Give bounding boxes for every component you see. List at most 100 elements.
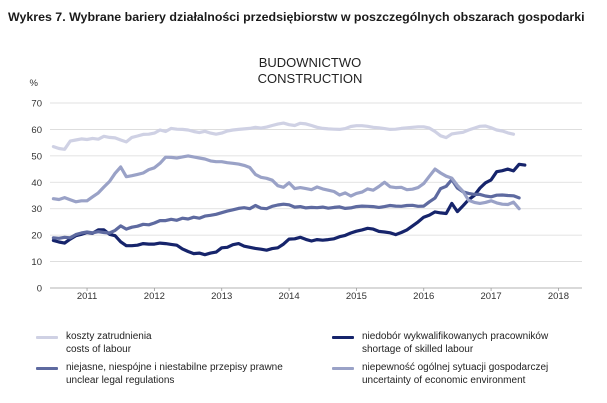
legend-label-pl: koszty zatrudnienia bbox=[66, 331, 152, 342]
series-2-point-83 bbox=[518, 197, 520, 199]
series-2-point-3 bbox=[69, 237, 71, 239]
series-1-point-23 bbox=[181, 248, 183, 250]
series-3-point-79 bbox=[496, 202, 498, 204]
series-2-point-69 bbox=[439, 187, 441, 189]
series-3-point-4 bbox=[75, 201, 77, 203]
legend-label-en: costs of labour bbox=[66, 344, 132, 355]
series-3-point-11 bbox=[114, 172, 116, 174]
series-1-point-31 bbox=[226, 246, 228, 248]
series-3-point-43 bbox=[294, 187, 296, 189]
series-0-point-70 bbox=[445, 136, 447, 138]
series-2-point-4 bbox=[75, 233, 77, 235]
series-2-point-11 bbox=[114, 229, 116, 231]
x-tick-label: 2013 bbox=[211, 291, 232, 302]
series-2-point-32 bbox=[232, 209, 234, 211]
series-0-point-45 bbox=[305, 123, 307, 125]
series-1-point-24 bbox=[187, 250, 189, 252]
series-2-point-76 bbox=[479, 193, 481, 195]
series-0-point-50 bbox=[333, 128, 335, 130]
series-3-point-16 bbox=[142, 172, 144, 174]
x-tick-label: 2011 bbox=[77, 291, 97, 302]
series-3-point-1 bbox=[58, 198, 60, 200]
series-3-point-8 bbox=[97, 192, 99, 194]
series-3-point-80 bbox=[501, 203, 503, 205]
series-3-point-57 bbox=[372, 189, 374, 191]
series-2-point-31 bbox=[226, 210, 228, 212]
series-0-point-55 bbox=[361, 125, 363, 127]
series-0-point-12 bbox=[120, 139, 122, 141]
chart-title-line-1: BUDOWNICTWO bbox=[258, 55, 362, 70]
series-3-point-51 bbox=[338, 194, 340, 196]
series-2-point-47 bbox=[316, 207, 318, 209]
series-3-point-19 bbox=[159, 162, 161, 164]
series-1-point-49 bbox=[327, 238, 329, 240]
series-1-point-56 bbox=[366, 227, 368, 229]
series-0-point-4 bbox=[75, 139, 77, 141]
x-tick-label: 2016 bbox=[413, 291, 434, 302]
series-1-point-13 bbox=[125, 245, 127, 247]
x-tick-label: 2015 bbox=[346, 291, 367, 302]
y-tick-label: 0 bbox=[37, 284, 42, 295]
series-0-point-49 bbox=[327, 128, 329, 130]
series-2-point-2 bbox=[63, 236, 65, 238]
series-1-point-53 bbox=[350, 232, 352, 234]
series-0-point-16 bbox=[142, 133, 144, 135]
series-2-point-59 bbox=[383, 205, 385, 207]
series-1-point-46 bbox=[310, 240, 312, 242]
series-line-1 bbox=[51, 162, 527, 257]
series-2-point-74 bbox=[467, 192, 469, 194]
series-0-point-76 bbox=[479, 125, 481, 127]
legend-swatch-uncertainty-of-economic-environment bbox=[332, 367, 354, 370]
series-2-point-49 bbox=[327, 207, 329, 209]
series-2-point-33 bbox=[237, 207, 239, 209]
series-0-point-71 bbox=[451, 133, 453, 135]
series-2-point-0 bbox=[52, 237, 54, 239]
series-0-point-9 bbox=[103, 135, 105, 137]
series-0-point-21 bbox=[170, 127, 172, 129]
series-1-point-69 bbox=[439, 212, 441, 214]
series-3-point-14 bbox=[131, 175, 133, 177]
series-3-point-55 bbox=[361, 191, 363, 193]
series-3-point-27 bbox=[204, 158, 206, 160]
series-2-point-77 bbox=[484, 195, 486, 197]
series-1-point-68 bbox=[434, 211, 436, 213]
series-2-point-79 bbox=[496, 194, 498, 196]
series-2-point-46 bbox=[310, 206, 312, 208]
series-3-point-17 bbox=[148, 168, 150, 170]
series-1-point-15 bbox=[136, 244, 138, 246]
series-0-point-79 bbox=[496, 129, 498, 131]
x-tick-label: 2017 bbox=[481, 291, 502, 302]
series-1-point-51 bbox=[338, 236, 340, 238]
series-3-point-2 bbox=[63, 196, 65, 198]
series-2-point-56 bbox=[366, 205, 368, 207]
series-0-point-3 bbox=[69, 140, 71, 142]
series-2-point-21 bbox=[170, 218, 172, 220]
series-2-point-78 bbox=[490, 196, 492, 198]
series-1-point-84 bbox=[524, 164, 526, 166]
series-2-point-58 bbox=[378, 206, 380, 208]
series-3-point-70 bbox=[445, 175, 447, 177]
series-1-point-83 bbox=[518, 163, 520, 165]
series-line-2 bbox=[51, 178, 521, 240]
series-1-point-71 bbox=[451, 202, 453, 204]
series-1-point-26 bbox=[198, 252, 200, 254]
series-0-point-14 bbox=[131, 136, 133, 138]
series-1-point-50 bbox=[333, 238, 335, 240]
series-3-point-46 bbox=[310, 189, 312, 191]
series-2-point-63 bbox=[406, 204, 408, 206]
series-2-point-43 bbox=[294, 206, 296, 208]
series-2-point-57 bbox=[372, 205, 374, 207]
series-1-point-65 bbox=[417, 221, 419, 223]
series-1-point-76 bbox=[479, 187, 481, 189]
series-2-point-9 bbox=[103, 231, 105, 233]
series-2-point-53 bbox=[350, 207, 352, 209]
series-2-point-51 bbox=[338, 206, 340, 208]
legend-label-shortage-of-skilled-labour: niedobór wykwalifikowanych pracowników s… bbox=[362, 330, 548, 356]
series-3-point-21 bbox=[170, 156, 172, 158]
series-2-point-19 bbox=[159, 219, 161, 221]
series-2-point-68 bbox=[434, 197, 436, 199]
series-2-point-36 bbox=[254, 204, 256, 206]
series-0-point-33 bbox=[237, 128, 239, 130]
series-0-point-72 bbox=[456, 132, 458, 134]
